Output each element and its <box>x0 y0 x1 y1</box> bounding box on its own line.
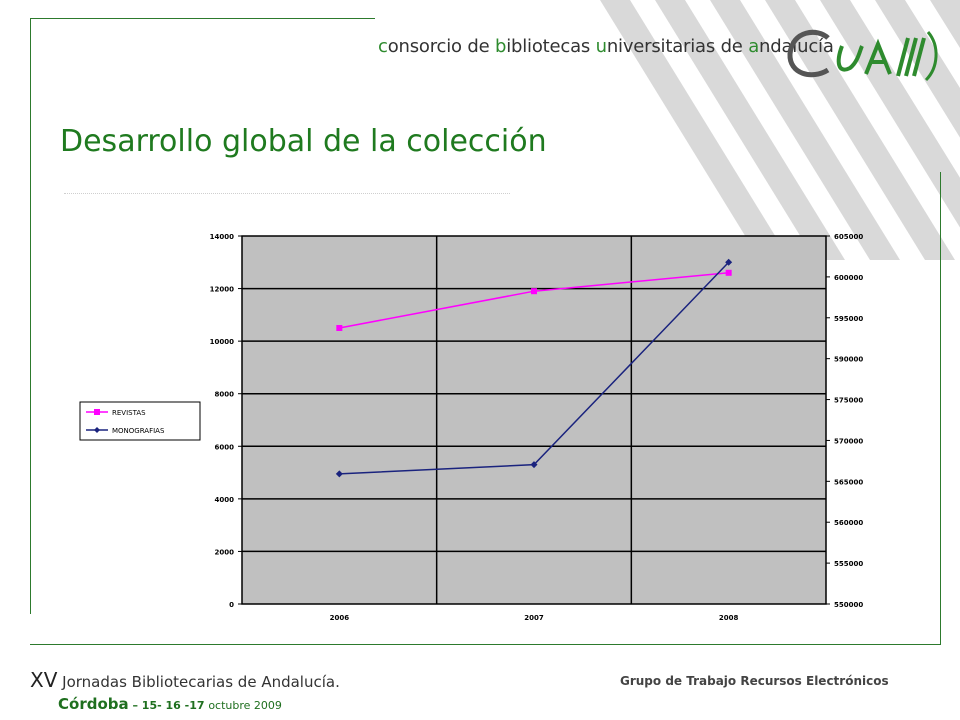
footer-event: XV Jornadas Bibliotecarias de Andalucía. <box>30 668 340 692</box>
footer-xv: XV <box>30 668 58 692</box>
y-left-tick-label: 12000 <box>210 286 234 294</box>
header-text-part: c <box>378 36 388 57</box>
y-right-tick-label: 550000 <box>834 601 863 609</box>
y-right-tick-label: 595000 <box>834 315 863 323</box>
y-left-tick-label: 6000 <box>215 443 235 451</box>
header-text-part: a <box>748 36 760 57</box>
y-left-tick-label: 4000 <box>215 496 235 504</box>
header-text-part: b <box>494 36 507 57</box>
data-point-revistas <box>725 269 732 276</box>
title-divider <box>64 193 510 194</box>
y-right-tick-label: 565000 <box>834 478 863 486</box>
x-tick-label: 2006 <box>330 614 350 622</box>
footer-dates: – 15- 16 -17 <box>128 699 209 712</box>
data-point-monografias <box>530 461 538 469</box>
frame-left-line <box>30 18 31 614</box>
header-text-part: ndalucía <box>759 36 834 57</box>
data-point-revistas <box>336 325 343 331</box>
y-right-tick-label: 575000 <box>834 397 863 405</box>
footer-month-year: octubre 2009 <box>208 699 282 712</box>
frame-bottom-line <box>30 644 941 645</box>
header-text-part: niversitarias de <box>606 36 749 57</box>
y-right-tick-label: 605000 <box>834 233 863 241</box>
legend-box <box>79 401 201 441</box>
legend-label: MONOGRAFIAS <box>112 427 165 435</box>
organization-header: consorcio de bibliotecas universitarias … <box>378 36 834 57</box>
header-text-part: ibliotecas <box>506 36 596 57</box>
footer-location: Córdoba – 15- 16 -17 octubre 2009 <box>58 695 282 713</box>
frame-top-line <box>30 18 375 19</box>
y-right-tick-label: 570000 <box>834 437 863 445</box>
legend-label: REVISTAS <box>112 409 146 417</box>
y-left-tick-label: 8000 <box>215 391 235 399</box>
legend-marker <box>94 427 100 433</box>
x-tick-label: 2007 <box>524 614 544 622</box>
footer-city: Córdoba <box>58 695 129 713</box>
plot-area <box>241 235 827 605</box>
y-right-tick-label: 555000 <box>834 560 863 568</box>
frame-right-line <box>940 172 941 645</box>
y-left-tick-label: 14000 <box>210 233 234 241</box>
data-point-monografias <box>335 470 343 478</box>
legend-marker <box>94 409 100 415</box>
y-left-tick-label: 10000 <box>210 338 234 346</box>
data-point-monografias <box>725 258 733 266</box>
y-right-tick-label: 600000 <box>834 274 863 282</box>
y-left-tick-label: 0 <box>229 601 234 609</box>
data-point-revistas <box>531 288 537 295</box>
y-right-tick-label: 590000 <box>834 356 863 364</box>
header-text-part: onsorcio de <box>387 36 495 57</box>
y-left-tick-label: 2000 <box>215 548 235 556</box>
footer-group: Grupo de Trabajo Recursos Electrónicos <box>620 674 889 688</box>
cbua-logo <box>787 29 938 82</box>
y-right-tick-label: 560000 <box>834 519 863 527</box>
slide-title: Desarrollo global de la colección <box>60 124 547 159</box>
header-text-part: u <box>595 36 607 57</box>
footer-event-name: Jornadas Bibliotecarias de Andalucía. <box>57 673 340 691</box>
x-tick-label: 2008 <box>719 614 739 622</box>
